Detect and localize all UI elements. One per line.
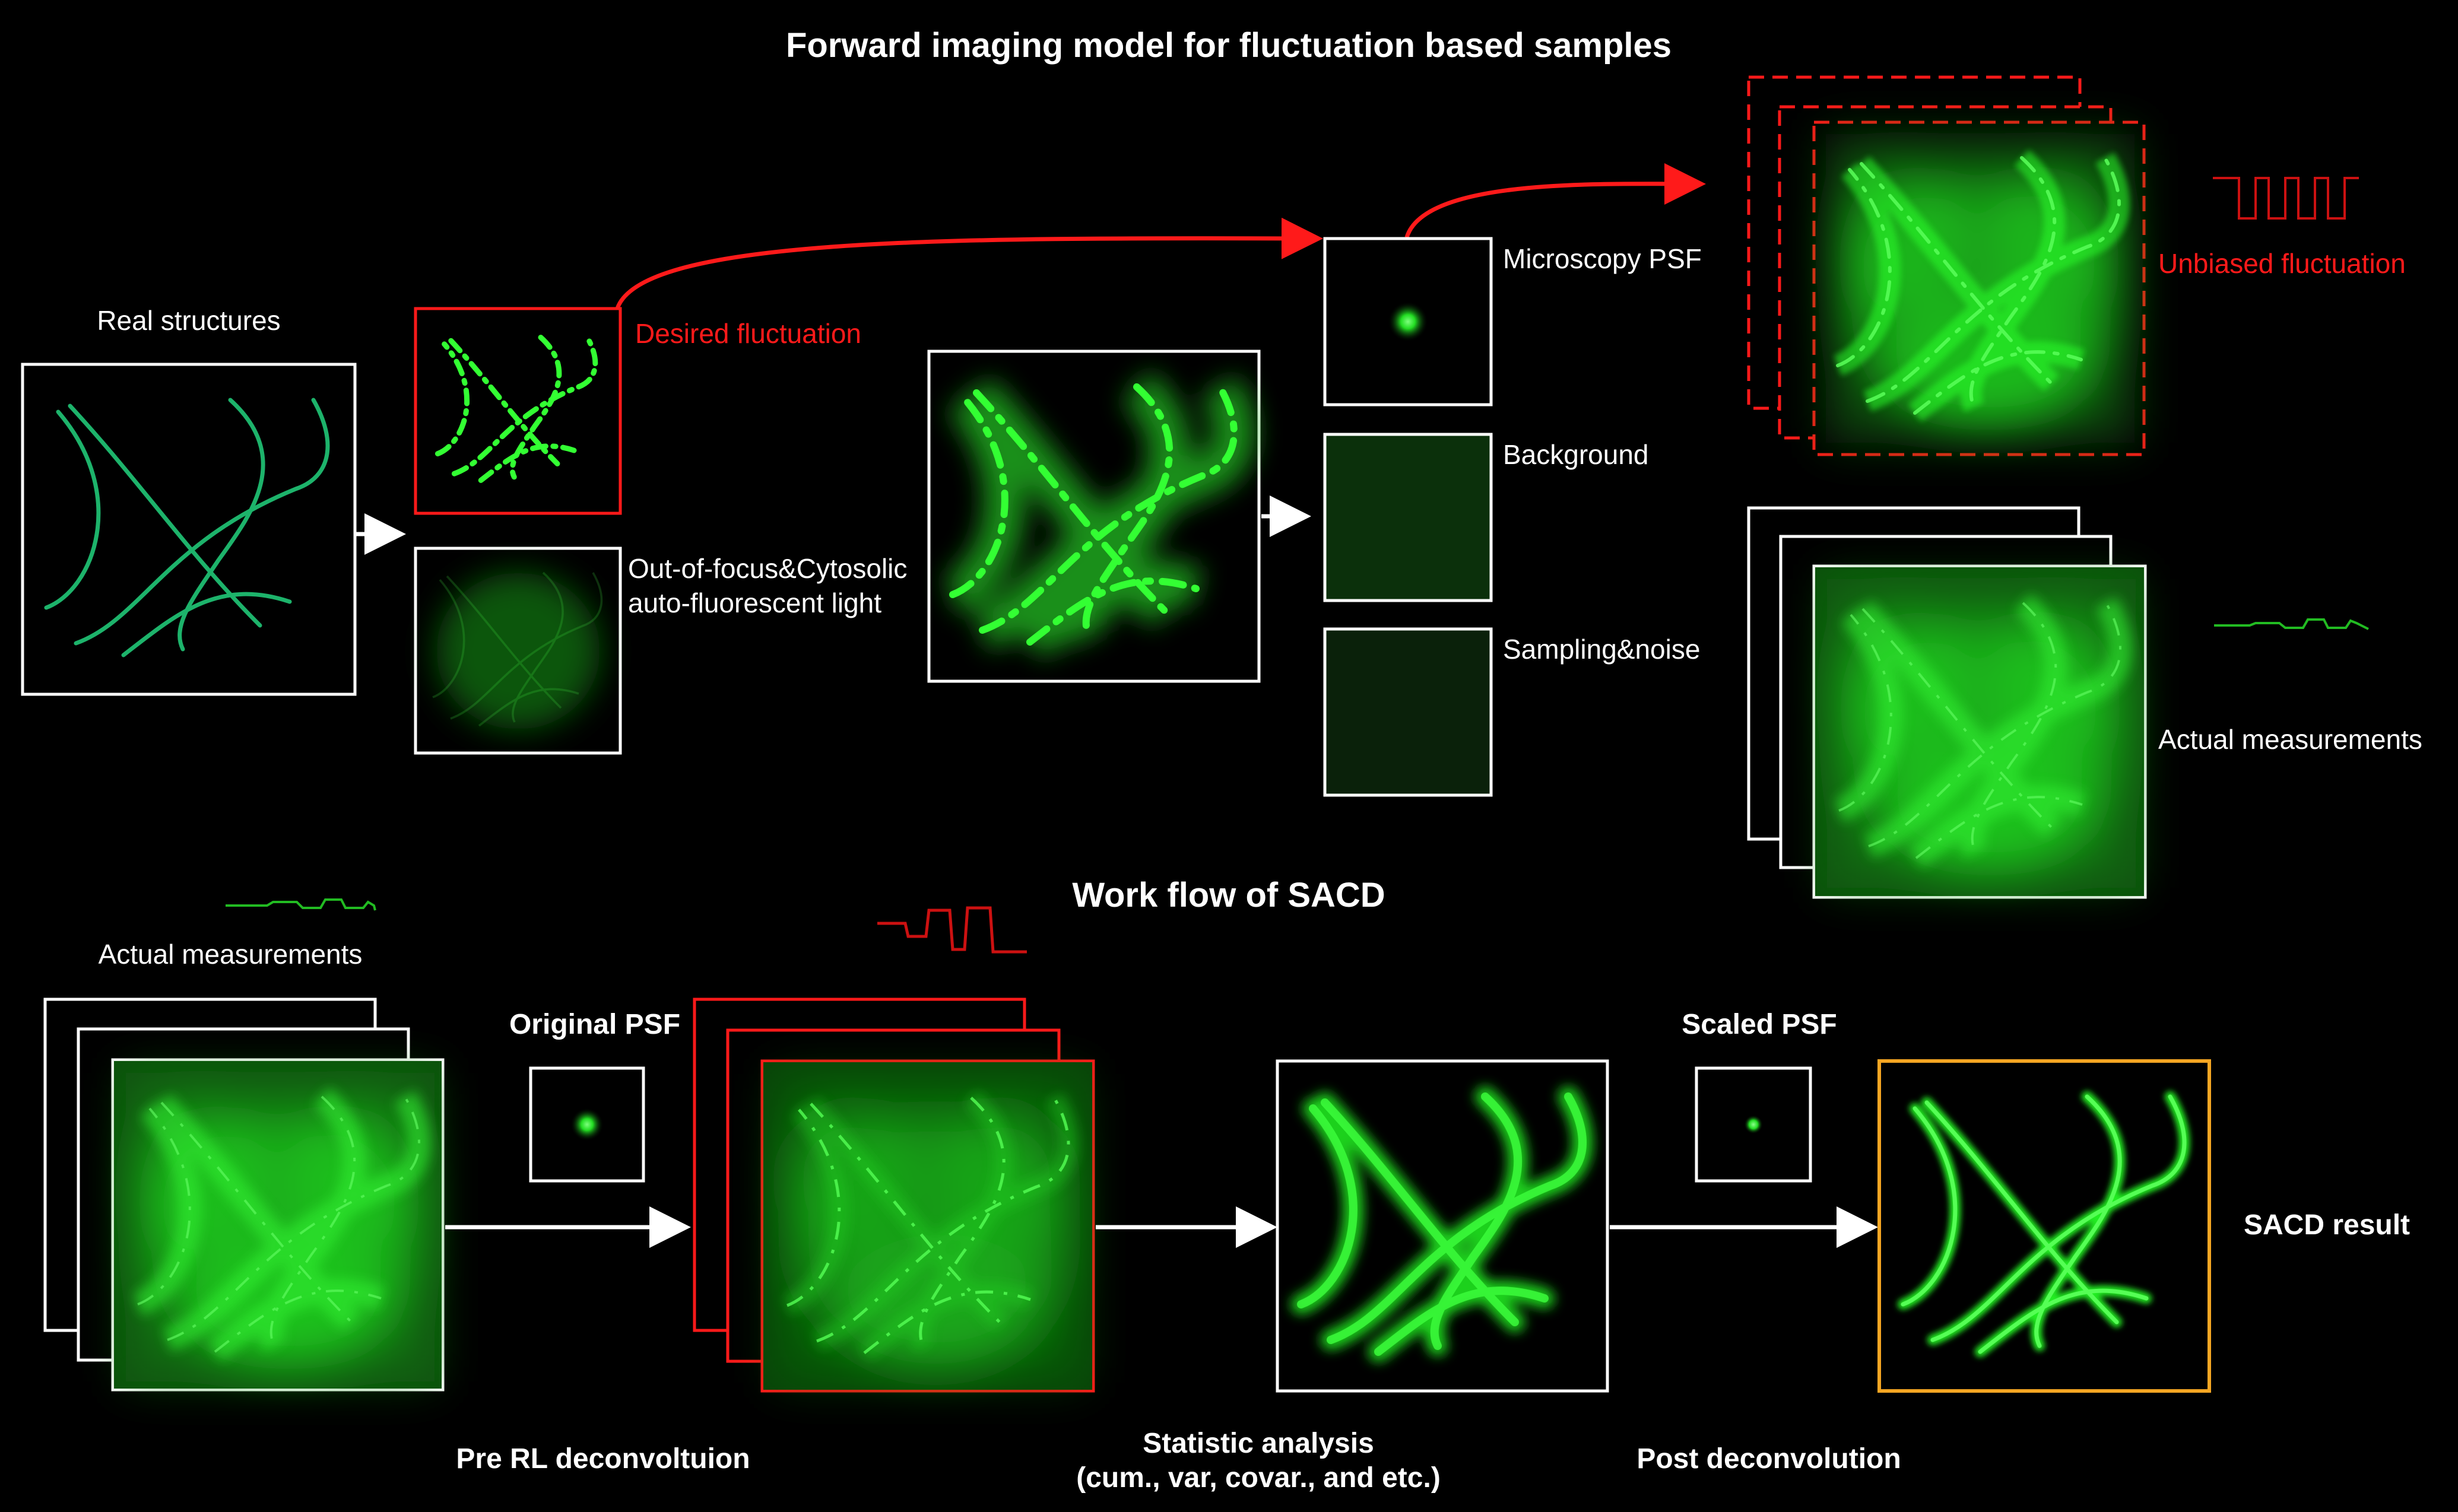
real-structures-panel: [21, 363, 357, 696]
out-of-focus-label-line2: auto-fluorescent light: [628, 587, 881, 618]
statistic-analysis-label-line1: Statistic analysis: [1143, 1428, 1374, 1459]
original-psf-label: Original PSF: [509, 1009, 680, 1040]
actual-measurements-stack-top: [1747, 506, 2147, 899]
arrow-desired-to-psf: [615, 217, 1323, 310]
sacd-result-label: SACD result: [2244, 1209, 2410, 1241]
forward-model-title: Forward imaging model for fluctuation ba…: [786, 26, 1672, 65]
measurement-trace-bottom: [226, 898, 376, 911]
background-panel: [1323, 433, 1493, 602]
actual-measurements-stack-bottom: [43, 998, 445, 1392]
unbiased-fluctuation-stack: [1747, 75, 2146, 456]
real-structures-label: Real structures: [97, 305, 280, 336]
out-of-focus-label-line1: Out-of-focus&Cytosolic: [628, 553, 907, 584]
combined-image-panel: [927, 350, 1261, 683]
post-deconvolution-label: Post deconvolution: [1636, 1443, 1901, 1475]
sampling-noise-label: Sampling&noise: [1503, 634, 1700, 665]
pre-rl-fluctuation-trace: [877, 906, 1027, 954]
sampling-noise-panel: [1323, 627, 1493, 797]
actual-measurements-top-label: Actual measurements: [2158, 724, 2422, 755]
unbiased-fluctuation-label: Unbiased fluctuation: [2158, 248, 2406, 279]
scaled-psf-label: Scaled PSF: [1682, 1009, 1837, 1040]
unbiased-fluctuation-trace: [2213, 177, 2359, 220]
statistic-analysis-label-line2: (cum., var, covar., and etc.): [1076, 1462, 1441, 1494]
background-label: Background: [1503, 439, 1649, 470]
actual-measurements-bottom-label: Actual measurements: [99, 939, 363, 970]
desired-fluctuation-panel: [414, 307, 622, 515]
pre-rl-label: Pre RL deconvoltuion: [456, 1443, 750, 1475]
original-psf-panel: [529, 1066, 645, 1183]
statistic-analysis-panel: [1276, 1059, 1609, 1393]
microscopy-psf-label: Microscopy PSF: [1503, 243, 1702, 274]
arrow-psf-to-unbiased: [1404, 163, 1706, 239]
desired-fluctuation-label: Desired fluctuation: [635, 318, 861, 349]
workflow-title: Work flow of SACD: [1072, 876, 1385, 914]
measurement-trace-top: [2214, 618, 2369, 630]
out-of-focus-panel: [414, 547, 622, 755]
scaled-psf-panel: [1695, 1066, 1812, 1183]
microscopy-psf-panel: [1323, 237, 1493, 406]
pre-rl-stack: [693, 998, 1095, 1393]
sacd-result-panel: [1877, 1059, 2211, 1393]
